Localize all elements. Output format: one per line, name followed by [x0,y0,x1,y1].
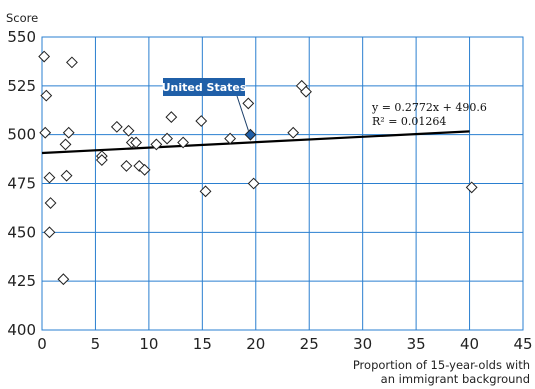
data-point [465,181,478,194]
x-axis-title-line-2: an immigrant background [381,372,530,386]
data-point [120,160,133,172]
trendline-r-squared: R² = 0.01264 [372,115,446,128]
data-point [44,197,57,209]
y-tick-label: 525 [7,77,36,95]
data-point [199,185,212,198]
data-point [66,56,78,69]
data-point [195,115,208,127]
data-point [43,226,56,239]
data-point [150,138,163,151]
x-tick-label: 20 [246,335,265,353]
y-axis-title: Score [6,11,38,25]
y-tick-label: 400 [7,321,36,339]
data-point [38,50,51,63]
data-point [95,154,108,166]
x-tick-label: 5 [91,335,101,353]
data-point [130,136,142,149]
x-tick-label: 10 [139,335,158,353]
y-tick-label: 425 [7,272,36,290]
trendline [41,130,470,155]
highlight-leader-line [236,95,249,131]
data-point [224,132,237,145]
y-tick-label: 500 [7,126,36,144]
y-tick-label: 475 [7,175,36,193]
x-tick-label: 25 [300,335,319,353]
data-point [59,138,72,151]
x-axis-title-line-1: Proportion of 15-year-olds with [353,358,530,372]
data-point [165,111,178,123]
data-point [138,163,151,176]
x-tick-label: 15 [193,335,212,353]
data-points [38,50,478,286]
highlight-point [244,128,257,141]
data-point [39,126,52,139]
x-tick-label: 45 [513,335,532,353]
data-point [62,126,75,139]
y-tick-label: 550 [7,28,36,46]
data-point [177,136,190,149]
x-tick-label: 30 [353,335,372,353]
x-tick-label: 0 [37,335,47,353]
x-tick-label: 40 [460,335,479,353]
data-point [57,273,70,286]
data-point [242,97,255,110]
data-point [287,126,300,139]
tick-labels: 0 5 10 15 20 25 30 35 40 45 400 425 450 475 500 525 550 [7,28,532,353]
y-tick-label: 450 [7,223,36,241]
data-point [110,120,123,133]
data-point [247,177,260,190]
data-point [60,169,73,182]
highlight-label-box [163,78,245,96]
annotations: United States y = 0.2772x + 490.6R² = 0.0… [162,78,487,131]
data-point [43,171,56,184]
data-point [300,85,312,98]
data-point [122,124,135,137]
x-tick-label: 35 [407,335,426,353]
highlight-label: United States [162,81,247,94]
trendline-equation: y = 0.2772x + 490.6 [371,101,487,114]
data-point [161,132,173,145]
grid [41,36,524,331]
data-point [40,89,53,102]
trendline-group [41,130,470,155]
